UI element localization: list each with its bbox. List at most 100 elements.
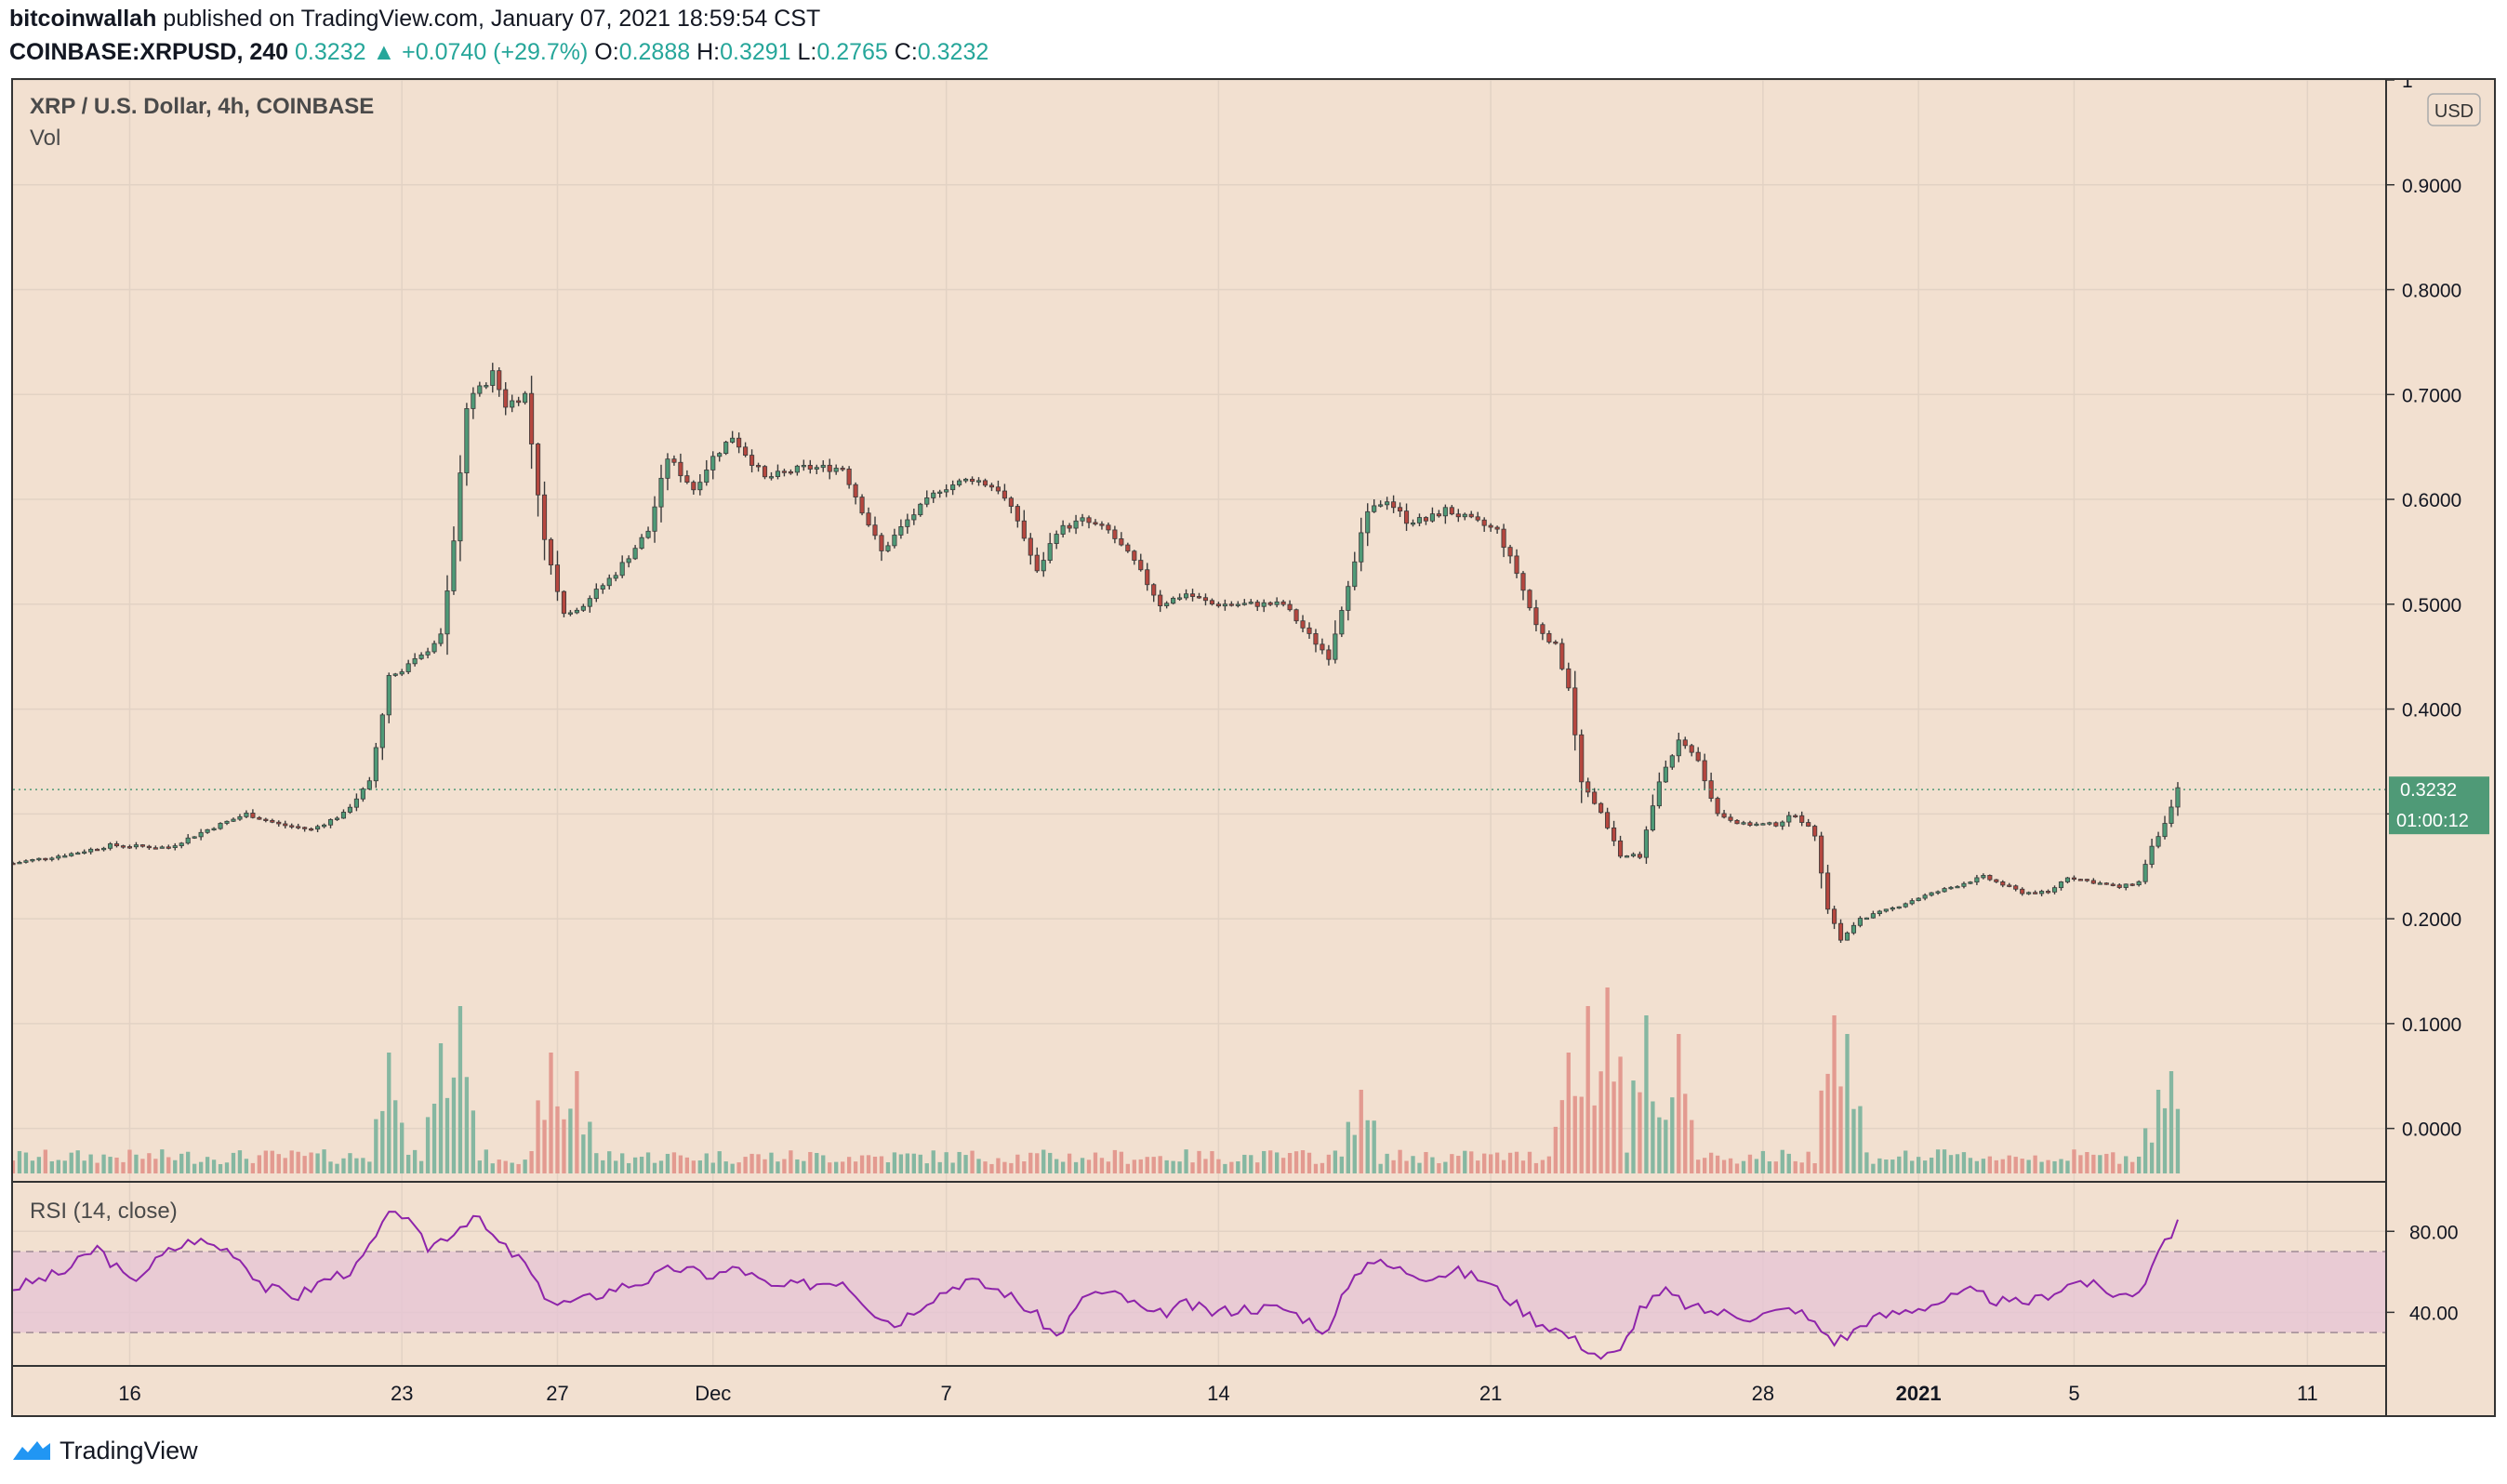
- volume-bar: [549, 1053, 553, 1173]
- volume-bar: [1533, 1162, 1539, 1173]
- volume-bar: [406, 1154, 411, 1173]
- candle-body: [639, 537, 644, 550]
- volume-bar: [2117, 1163, 2122, 1173]
- volume-bar: [218, 1163, 223, 1173]
- volume-bar: [62, 1160, 67, 1173]
- candle-body: [43, 857, 48, 861]
- candle-body: [1961, 882, 1967, 887]
- volume-bar: [769, 1152, 774, 1173]
- time-tick-label: 2021: [1896, 1382, 1942, 1405]
- candle-body: [1773, 822, 1779, 827]
- candle-body: [1637, 854, 1643, 858]
- candle-body: [1793, 815, 1798, 818]
- volume-bar: [296, 1151, 300, 1173]
- rsi-line: [13, 1211, 2179, 1360]
- currency-label: USD: [2434, 101, 2474, 122]
- candle-body: [963, 478, 969, 482]
- candle-body: [101, 847, 107, 851]
- price-tick-label: 1: [2402, 80, 2413, 92]
- candle-body: [172, 845, 178, 848]
- volume-bar: [684, 1157, 690, 1173]
- volume-bar: [490, 1163, 495, 1173]
- volume-bar: [1022, 1161, 1027, 1173]
- volume-bar: [1346, 1121, 1350, 1173]
- candle-body: [749, 455, 755, 466]
- price-tick-label: 0.5000: [2402, 595, 2461, 616]
- candle-body: [1189, 593, 1196, 597]
- candle-body: [723, 442, 729, 455]
- candle-body: [139, 844, 145, 847]
- volume-bar: [905, 1153, 910, 1173]
- candle-body: [1429, 513, 1435, 522]
- volume-bar: [1236, 1161, 1240, 1173]
- candle-body: [1598, 802, 1604, 814]
- volume-bar: [808, 1151, 813, 1173]
- author-name[interactable]: bitcoinwallah: [9, 6, 157, 32]
- candle-body: [458, 472, 463, 542]
- volume-bar: [1961, 1152, 1967, 1173]
- candle-body: [347, 806, 352, 813]
- candle-body: [736, 437, 742, 448]
- candle-body: [49, 857, 55, 860]
- volume-bar: [315, 1153, 320, 1173]
- volume-bar: [1339, 1156, 1344, 1173]
- candle-body: [1468, 513, 1474, 518]
- volume-bar: [309, 1152, 313, 1173]
- volume-bar: [458, 1006, 463, 1173]
- volume-bar: [2136, 1156, 2142, 1173]
- candle-body: [969, 478, 975, 483]
- candle-body: [289, 825, 295, 828]
- volume-bar: [1411, 1156, 1415, 1173]
- chart-frame[interactable]: 1 0.9000 0.8000 0.7000 0.6000 0.5000 0.4000 0.3…: [11, 78, 2496, 1417]
- candle-body: [166, 846, 171, 849]
- volume-bar: [2072, 1149, 2076, 1173]
- volume-bar: [1845, 1034, 1850, 1173]
- chart-canvas[interactable]: 1 0.9000 0.8000 0.7000 0.6000 0.5000 0.4000 0.3…: [13, 80, 2494, 1415]
- candle-body: [1215, 603, 1221, 607]
- candle-body: [1145, 569, 1150, 586]
- volume-bar: [1864, 1152, 1869, 1173]
- candle-body: [658, 477, 664, 508]
- candle-body: [1254, 602, 1260, 607]
- volume-bar: [88, 1154, 93, 1173]
- volume-bar: [1631, 1080, 1636, 1173]
- volume-bar: [1605, 987, 1610, 1173]
- volume-bar: [1890, 1159, 1895, 1173]
- volume-bar: [879, 1156, 884, 1173]
- candle-body: [270, 819, 275, 823]
- candle-body: [490, 370, 496, 386]
- candle-body: [1566, 668, 1572, 689]
- candle-body: [1903, 903, 1908, 908]
- candle-body: [1514, 555, 1519, 575]
- currency-button[interactable]: [2427, 93, 2481, 126]
- volume-bar: [140, 1159, 145, 1173]
- volume-bar: [444, 1097, 450, 1173]
- candle-body: [988, 484, 995, 488]
- candle-body: [1605, 812, 1611, 828]
- volume-bar: [2091, 1154, 2096, 1173]
- candle-body: [1572, 687, 1578, 735]
- candle-body: [866, 512, 871, 526]
- candle-body: [1001, 490, 1007, 499]
- candle-body: [1080, 517, 1085, 522]
- candle-body: [645, 530, 651, 538]
- tradingview-brand[interactable]: TradingView: [60, 1436, 198, 1464]
- volume-bar: [918, 1154, 922, 1173]
- price-tick-label: 0.1000: [2402, 1014, 2461, 1036]
- volume-bar: [1372, 1120, 1376, 1173]
- candle-body: [1320, 643, 1325, 651]
- volume-bar: [2130, 1161, 2135, 1173]
- candle-body: [1183, 593, 1189, 599]
- candle-body: [302, 827, 308, 829]
- volume-bar: [186, 1151, 191, 1173]
- volume-bar: [717, 1151, 722, 1173]
- volume-bar: [1540, 1159, 1545, 1173]
- time-tick-label: 28: [1752, 1382, 1774, 1405]
- volume-bar: [1229, 1161, 1234, 1173]
- candle-body: [1132, 550, 1137, 561]
- volume-bar: [198, 1161, 204, 1173]
- candle-body: [1786, 815, 1792, 823]
- candle-body: [1365, 510, 1371, 534]
- candle-body: [1624, 855, 1630, 858]
- time-tick-label: 5: [2068, 1382, 2079, 1405]
